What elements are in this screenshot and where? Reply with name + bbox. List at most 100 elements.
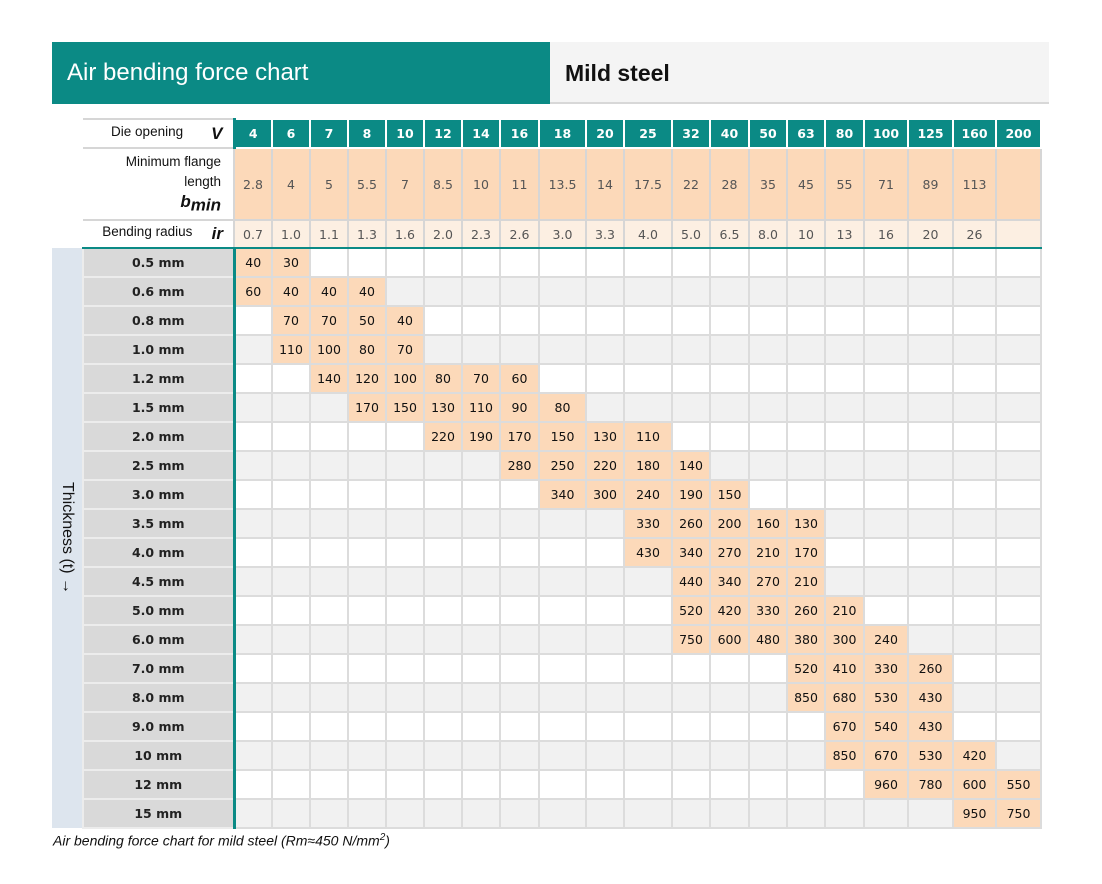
empty-cell bbox=[271, 624, 311, 655]
empty-cell bbox=[907, 247, 954, 278]
empty-cell bbox=[824, 769, 865, 800]
empty-cell bbox=[671, 305, 711, 336]
table-row: 4.0 mm 430 340 270 210 170 bbox=[52, 537, 1042, 568]
force-value-cell: 190 bbox=[461, 421, 501, 452]
empty-cell bbox=[623, 624, 673, 655]
bending-radius-row: Bending radius ir 0.7 1.0 1.1 1.3 1.6 2.0 2.3 2.… bbox=[52, 219, 1042, 249]
table-row: 2.5 mm 280 250 220 180 140 bbox=[52, 450, 1042, 481]
table-row: 15 mm 950 750 bbox=[52, 798, 1042, 829]
empty-cell bbox=[786, 276, 826, 307]
empty-cell bbox=[309, 769, 349, 800]
force-value-cell: 410 bbox=[824, 653, 865, 684]
empty-cell bbox=[271, 798, 311, 829]
empty-cell bbox=[347, 711, 387, 742]
empty-cell bbox=[347, 537, 387, 568]
table-row: 2.0 mm 220 190 170 150 130 110 bbox=[52, 421, 1042, 452]
empty-cell bbox=[709, 334, 750, 365]
empty-cell bbox=[461, 711, 501, 742]
min-flange-label: Minimum flange length bmin bbox=[83, 147, 235, 221]
force-value-cell: 330 bbox=[748, 595, 788, 626]
empty-cell bbox=[952, 392, 997, 423]
empty-cell bbox=[995, 479, 1042, 510]
empty-cell bbox=[671, 740, 711, 771]
empty-cell bbox=[499, 769, 540, 800]
empty-cell bbox=[748, 247, 788, 278]
empty-cell bbox=[585, 305, 625, 336]
empty-cell bbox=[499, 624, 540, 655]
empty-cell bbox=[423, 769, 463, 800]
force-value-cell: 170 bbox=[499, 421, 540, 452]
min-flange-value: 35 bbox=[748, 147, 788, 221]
force-value-cell: 340 bbox=[709, 566, 750, 597]
empty-cell bbox=[309, 740, 349, 771]
force-value-cell: 140 bbox=[671, 450, 711, 481]
empty-cell bbox=[709, 305, 750, 336]
force-value-cell: 260 bbox=[671, 508, 711, 539]
table-row: 9.0 mm 670 540 430 bbox=[52, 711, 1042, 742]
die-opening-value: 18 bbox=[538, 118, 587, 149]
die-opening-value: 100 bbox=[863, 118, 909, 149]
empty-cell bbox=[423, 711, 463, 742]
empty-cell bbox=[907, 537, 954, 568]
empty-cell bbox=[585, 653, 625, 684]
thickness-label: 0.8 mm bbox=[82, 305, 236, 336]
empty-cell bbox=[233, 653, 273, 684]
force-value-cell: 50 bbox=[347, 305, 387, 336]
force-value-cell: 80 bbox=[423, 363, 463, 394]
min-flange-subscript: min bbox=[190, 195, 221, 215]
empty-cell bbox=[499, 595, 540, 626]
empty-cell bbox=[952, 653, 997, 684]
empty-cell bbox=[233, 740, 273, 771]
empty-cell bbox=[233, 798, 273, 829]
empty-cell bbox=[233, 508, 273, 539]
empty-cell bbox=[585, 595, 625, 626]
empty-cell bbox=[952, 537, 997, 568]
thickness-label: 7.0 mm bbox=[82, 653, 236, 684]
empty-cell bbox=[233, 769, 273, 800]
empty-cell bbox=[995, 595, 1042, 626]
empty-cell bbox=[233, 392, 273, 423]
bending-radius-value: 26 bbox=[952, 219, 997, 249]
empty-cell bbox=[907, 450, 954, 481]
empty-cell bbox=[347, 421, 387, 452]
empty-cell bbox=[385, 276, 425, 307]
empty-cell bbox=[907, 305, 954, 336]
empty-cell bbox=[585, 740, 625, 771]
empty-cell bbox=[347, 595, 387, 626]
empty-cell bbox=[271, 508, 311, 539]
empty-cell bbox=[538, 682, 587, 713]
chart-title: Air bending force chart bbox=[52, 42, 550, 104]
empty-cell bbox=[423, 653, 463, 684]
table-row: 4.5 mm 440 340 270 210 bbox=[52, 566, 1042, 597]
force-value-cell: 70 bbox=[271, 305, 311, 336]
force-value-cell: 270 bbox=[709, 537, 750, 568]
empty-cell bbox=[623, 711, 673, 742]
empty-cell bbox=[461, 740, 501, 771]
force-value-cell: 250 bbox=[538, 450, 587, 481]
empty-cell bbox=[461, 769, 501, 800]
force-value-cell: 220 bbox=[585, 450, 625, 481]
min-flange-value: 5 bbox=[309, 147, 349, 221]
bending-radius-value: 3.3 bbox=[585, 219, 625, 249]
empty-cell bbox=[309, 566, 349, 597]
empty-cell bbox=[995, 392, 1042, 423]
thickness-label: 1.0 mm bbox=[82, 334, 236, 365]
empty-cell bbox=[623, 276, 673, 307]
min-flange-value: 71 bbox=[863, 147, 909, 221]
empty-cell bbox=[271, 479, 311, 510]
empty-cell bbox=[585, 276, 625, 307]
force-value-cell: 380 bbox=[786, 624, 826, 655]
empty-cell bbox=[585, 247, 625, 278]
bending-radius-value: 1.3 bbox=[347, 219, 387, 249]
empty-cell bbox=[385, 247, 425, 278]
table-row: 3.5 mm 330 260 200 160 130 bbox=[52, 508, 1042, 539]
empty-cell bbox=[461, 305, 501, 336]
bending-radius-value: 4.0 bbox=[623, 219, 673, 249]
die-opening-value: 40 bbox=[709, 118, 750, 149]
empty-cell bbox=[623, 305, 673, 336]
empty-cell bbox=[824, 305, 865, 336]
empty-cell bbox=[423, 624, 463, 655]
empty-cell bbox=[863, 479, 909, 510]
bending-radius-value: 2.0 bbox=[423, 219, 463, 249]
empty-cell bbox=[952, 682, 997, 713]
